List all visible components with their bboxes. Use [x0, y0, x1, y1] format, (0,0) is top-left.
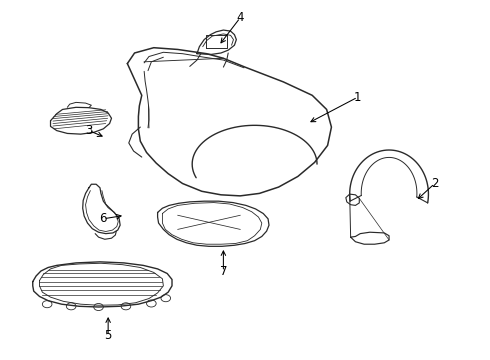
Text: 4: 4 — [237, 11, 244, 24]
Text: 5: 5 — [104, 329, 112, 342]
Text: 6: 6 — [99, 212, 107, 225]
Text: 1: 1 — [354, 91, 362, 104]
Text: 3: 3 — [85, 124, 93, 137]
Text: 2: 2 — [431, 177, 439, 190]
Text: 7: 7 — [220, 265, 227, 278]
